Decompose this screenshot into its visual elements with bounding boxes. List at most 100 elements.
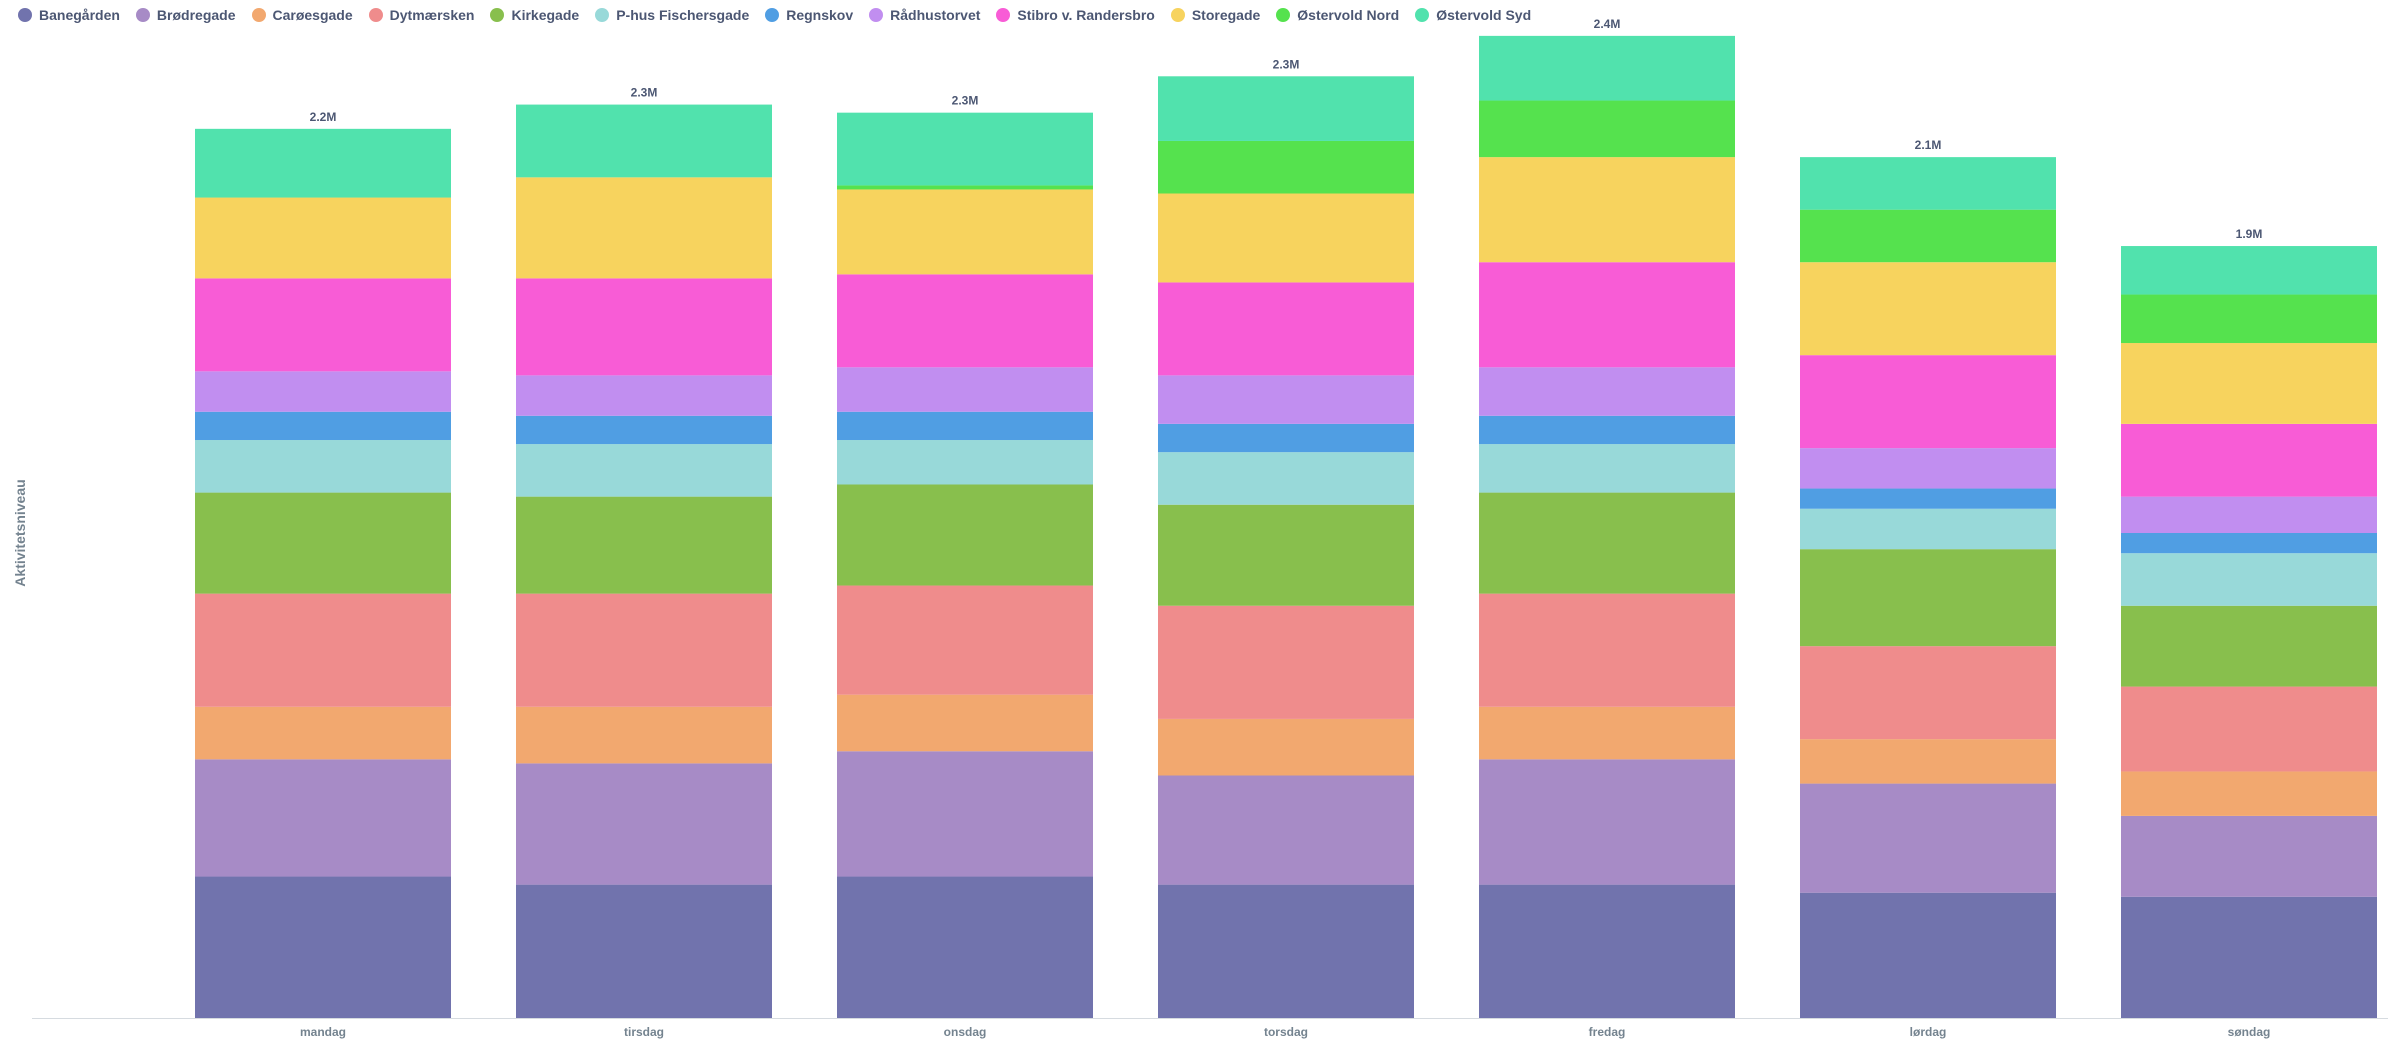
legend-item[interactable]: Carøesgade bbox=[251, 7, 353, 23]
legend-item[interactable]: Dytmærsken bbox=[368, 7, 474, 23]
bar-segment[interactable] bbox=[1800, 646, 2056, 740]
legend-item[interactable]: Østervold Syd bbox=[1415, 7, 1531, 23]
bar-segment[interactable] bbox=[837, 411, 1093, 441]
bar-segment[interactable] bbox=[1479, 444, 1735, 493]
bar-segment[interactable] bbox=[1479, 367, 1735, 416]
bar-segment[interactable] bbox=[837, 751, 1093, 877]
bar-segment[interactable] bbox=[837, 274, 1093, 368]
bar-segment[interactable] bbox=[516, 177, 772, 279]
bar-segment[interactable] bbox=[2121, 533, 2377, 554]
bar-segment[interactable] bbox=[837, 367, 1093, 412]
bar-segment[interactable] bbox=[837, 189, 1093, 275]
legend-item[interactable]: Brødregade bbox=[135, 7, 236, 23]
bar-segment[interactable] bbox=[2121, 343, 2377, 424]
bar-segment[interactable] bbox=[516, 706, 772, 764]
bar-segment[interactable] bbox=[1479, 706, 1735, 760]
bar-segment[interactable] bbox=[2121, 605, 2377, 687]
bar-segment[interactable] bbox=[195, 876, 451, 1018]
bar-segment[interactable] bbox=[1479, 415, 1735, 445]
legend-swatch bbox=[1276, 8, 1291, 22]
bar-segment[interactable] bbox=[1800, 892, 2056, 1018]
bar-segment[interactable] bbox=[195, 759, 451, 877]
bar-segment[interactable] bbox=[2121, 246, 2377, 295]
bar-segment[interactable] bbox=[1800, 157, 2056, 210]
legend-item[interactable]: Stibro v. Randersbro bbox=[996, 7, 1155, 23]
bar-segment[interactable] bbox=[837, 112, 1093, 186]
bar-segment[interactable] bbox=[516, 104, 772, 178]
bar-segment[interactable] bbox=[516, 763, 772, 885]
bar-segment[interactable] bbox=[195, 440, 451, 493]
legend-item[interactable]: Rådhustorvet bbox=[869, 7, 980, 23]
bar-segment[interactable] bbox=[1158, 375, 1414, 424]
bar-segment[interactable] bbox=[516, 278, 772, 376]
bar-segment[interactable] bbox=[1158, 718, 1414, 776]
bar-segment[interactable] bbox=[837, 440, 1093, 485]
bar-segment[interactable] bbox=[1800, 209, 2056, 263]
bar-segment[interactable] bbox=[516, 496, 772, 594]
legend-item[interactable]: P-hus Fischersgade bbox=[595, 7, 749, 23]
bar-segment[interactable] bbox=[1158, 504, 1414, 606]
bar-segment[interactable] bbox=[516, 375, 772, 416]
legend-label: Banegården bbox=[39, 7, 120, 23]
total-label: 2.3M bbox=[631, 86, 658, 100]
bar-segment[interactable] bbox=[1800, 448, 2056, 489]
bar-segment[interactable] bbox=[1479, 593, 1735, 707]
bar-segment[interactable] bbox=[516, 415, 772, 445]
bar-segment[interactable] bbox=[1479, 759, 1735, 885]
bar-segment[interactable] bbox=[195, 128, 451, 198]
legend-item[interactable]: Banegården bbox=[18, 7, 120, 23]
bar-segment[interactable] bbox=[1158, 76, 1414, 141]
legend-item[interactable]: Østervold Nord bbox=[1276, 7, 1399, 23]
bar-segment[interactable] bbox=[1479, 35, 1735, 101]
bar-segment[interactable] bbox=[2121, 496, 2377, 533]
bar-segment[interactable] bbox=[2121, 896, 2377, 1018]
legend-item[interactable]: Storegade bbox=[1170, 7, 1260, 23]
bar-segment[interactable] bbox=[195, 371, 451, 412]
bar-segment[interactable] bbox=[2121, 423, 2377, 497]
bar-segment[interactable] bbox=[2121, 771, 2377, 816]
bar-segment[interactable] bbox=[2121, 815, 2377, 897]
bar-segment[interactable] bbox=[1800, 549, 2056, 647]
bar-segment[interactable] bbox=[1800, 355, 2056, 449]
bar-segment[interactable] bbox=[1479, 262, 1735, 368]
bar-segment[interactable] bbox=[195, 492, 451, 594]
bar-segment[interactable] bbox=[195, 706, 451, 760]
bar-segment[interactable] bbox=[195, 411, 451, 441]
bar-segment[interactable] bbox=[1800, 262, 2056, 356]
bar-segment[interactable] bbox=[837, 585, 1093, 695]
bar-segment[interactable] bbox=[1158, 282, 1414, 376]
bar-segment[interactable] bbox=[837, 185, 1093, 190]
bar-segment[interactable] bbox=[1479, 157, 1735, 263]
total-label: 2.3M bbox=[952, 94, 979, 108]
bar-segment[interactable] bbox=[1158, 423, 1414, 453]
bar-segment[interactable] bbox=[1158, 605, 1414, 719]
bar-segment[interactable] bbox=[195, 197, 451, 279]
bar-segment[interactable] bbox=[837, 876, 1093, 1018]
bar-segment[interactable] bbox=[1158, 193, 1414, 283]
bar-segment[interactable] bbox=[837, 694, 1093, 752]
bar-segment[interactable] bbox=[516, 884, 772, 1018]
bar-segment[interactable] bbox=[2121, 294, 2377, 344]
bar-segment[interactable] bbox=[516, 593, 772, 707]
bar-segment[interactable] bbox=[1479, 884, 1735, 1018]
bar-segment[interactable] bbox=[1158, 884, 1414, 1018]
bar-segment[interactable] bbox=[1800, 739, 2056, 784]
legend-swatch bbox=[765, 8, 780, 22]
legend-label: Kirkegade bbox=[511, 7, 580, 23]
legend-item[interactable]: Kirkegade bbox=[490, 7, 579, 23]
bar-segment[interactable] bbox=[837, 484, 1093, 586]
bar-segment[interactable] bbox=[1479, 100, 1735, 158]
bar-segment[interactable] bbox=[1800, 783, 2056, 893]
bar-segment[interactable] bbox=[1800, 508, 2056, 550]
bar-segment[interactable] bbox=[195, 278, 451, 372]
bar-segment[interactable] bbox=[2121, 686, 2377, 772]
bar-segment[interactable] bbox=[1479, 492, 1735, 594]
bar-segment[interactable] bbox=[516, 444, 772, 497]
legend-item[interactable]: Regnskov bbox=[765, 7, 853, 23]
bar-segment[interactable] bbox=[1800, 488, 2056, 509]
bar-segment[interactable] bbox=[1158, 140, 1414, 194]
bar-segment[interactable] bbox=[2121, 553, 2377, 606]
bar-segment[interactable] bbox=[1158, 452, 1414, 505]
bar-segment[interactable] bbox=[1158, 775, 1414, 885]
bar-segment[interactable] bbox=[195, 593, 451, 707]
